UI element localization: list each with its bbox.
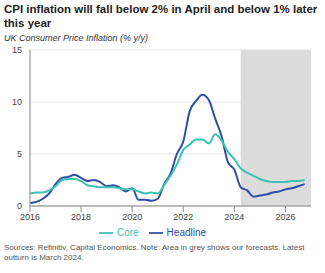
svg-text:2026: 2026 [275, 212, 295, 222]
svg-text:2020: 2020 [122, 212, 142, 222]
svg-text:2024: 2024 [224, 212, 244, 222]
html-text:Headline: Headline [166, 226, 207, 238]
html-text:CPI inflation will fall below: CPI inflation will fall below 2% in Apri… [4, 3, 318, 29]
html-text:UK Consumer Price Inflation (%: UK Consumer Price Inflation (% y/y) [4, 33, 148, 43]
svg-text:5: 5 [17, 149, 22, 159]
svg-text:15: 15 [12, 45, 22, 55]
svg-text:2018: 2018 [71, 212, 91, 222]
html-text:Core: Core [116, 226, 139, 238]
svg-text:0: 0 [17, 201, 22, 211]
svg-text:10: 10 [12, 97, 22, 107]
html-text:Sources: Refinitiv, Capital Ec: Sources: Refinitiv, Capital Economics. N… [4, 243, 305, 262]
svg-text:2022: 2022 [173, 212, 193, 222]
svg-text:2016: 2016 [20, 212, 40, 222]
